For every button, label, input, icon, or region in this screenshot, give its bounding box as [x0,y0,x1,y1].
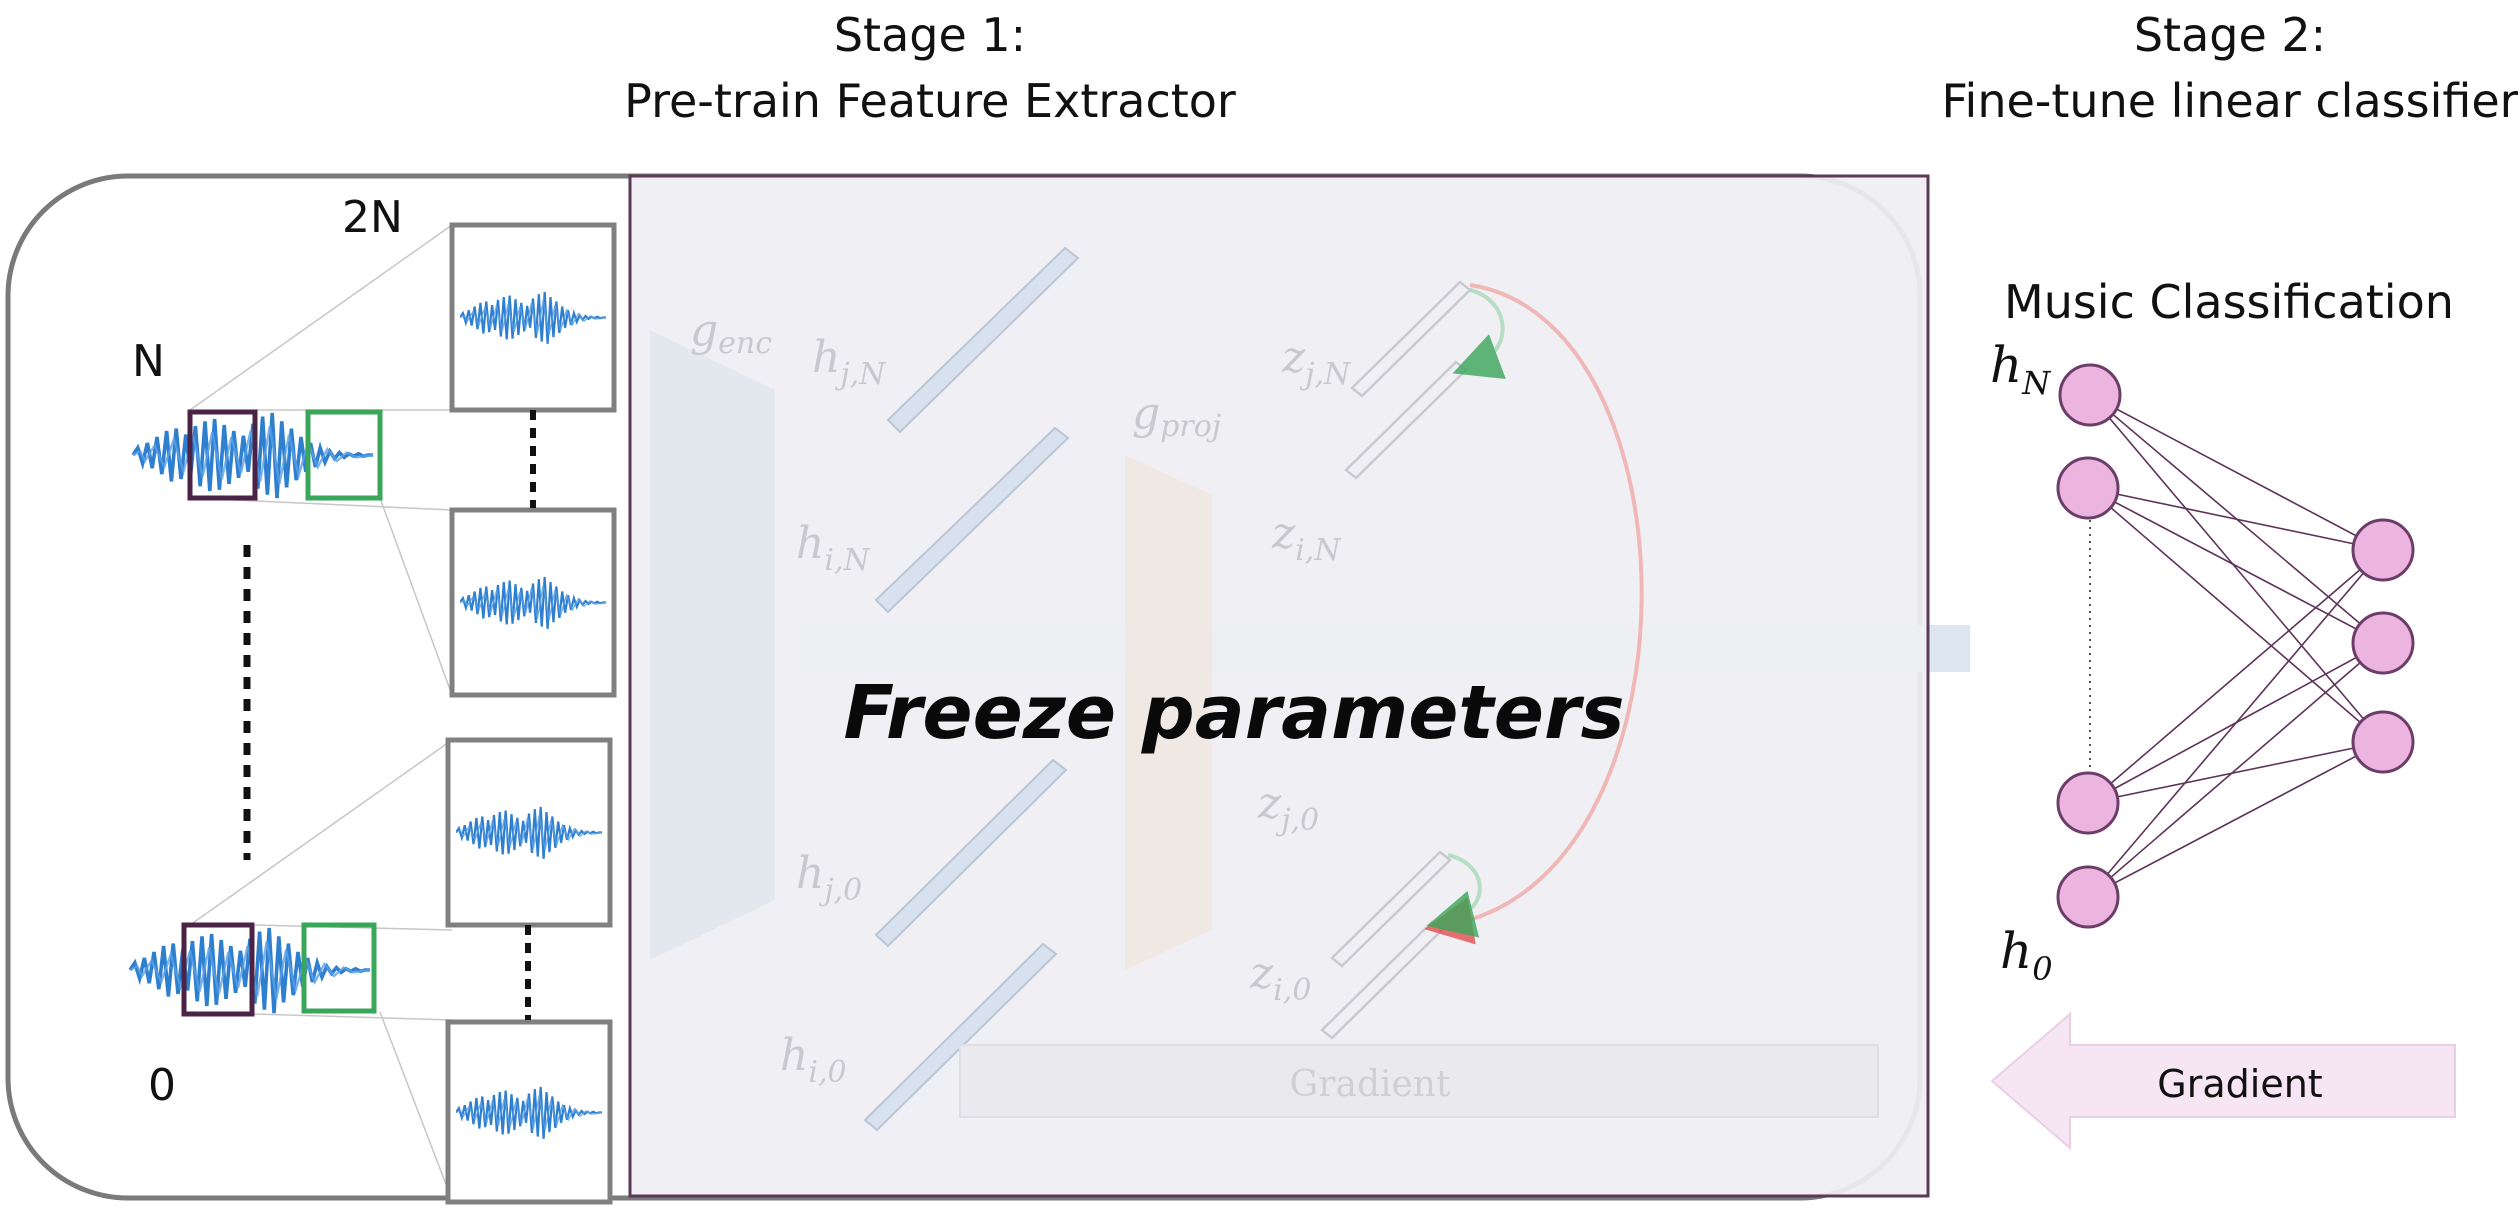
thumbnail-bottom-2 [445,1019,613,1205]
input-node-3 [2056,771,2120,835]
label-h-jN: hj,N [812,332,887,392]
label-z-jN: zj,N [1281,332,1352,392]
label-0: 0 [148,1060,176,1111]
label-z-j0: zj,0 [1257,778,1319,838]
h-feature-bars [863,246,1080,1132]
label-2n: 2N [342,192,403,243]
label-h-0: h0 [2000,922,2053,988]
input-node-4 [2056,865,2120,929]
gradient-label-faded: Gradient [1290,1064,1451,1105]
input-node-2 [2056,456,2120,520]
crop-box-green-0 [301,922,377,1014]
freeze-parameters-text: Freeze parameters [843,670,1624,756]
label-n: N [132,336,165,387]
gradient-label: Gradient [2157,1062,2322,1106]
encoder-block [650,330,775,960]
waveform-n [133,409,383,501]
bar-h-jN [886,246,1080,434]
label-h-i0: hi,0 [780,1030,847,1090]
gradient-band-faded [959,1044,1879,1118]
stage-2-title: Stage 2: Fine-tune linear classifier [1890,2,2518,134]
positive-arc-bottom [1426,853,1482,938]
classifier-panel [1970,262,2466,1112]
contrastive-arc [1424,283,1644,945]
crop-connectors [189,224,453,1201]
crop-box-purple-0 [181,922,255,1017]
stage-2-subtitle: Fine-tune linear classifier [1941,74,2518,128]
freeze-overlay [628,174,1930,1198]
label-g-enc: genc [690,305,772,361]
crop-box-purple-n [187,409,258,501]
input-node-1 [2058,363,2122,427]
thumbnail-top-1 [449,222,617,413]
stage-2-heading: Stage 2: [2133,8,2327,62]
classifier-edges [2087,394,2384,898]
classifier-title: Music Classification [2004,275,2454,329]
output-node-1 [2351,518,2415,582]
bar-h-i0 [863,942,1058,1132]
label-h-iN: hi,N [796,518,871,578]
crop-box-green-n [305,409,383,501]
gradient-arrow [1990,1011,2456,1151]
output-node-3 [2351,710,2415,774]
label-z-i0: zi,0 [1249,948,1311,1008]
label-z-iN: zi,N [1271,508,1342,568]
label-h-j0: hj,0 [796,848,862,908]
output-node-2 [2351,611,2415,675]
stage-1-heading: Stage 1: [833,8,1027,62]
projection-block [1125,455,1212,970]
positive-arc-top [1452,288,1506,380]
thumbnail-bottom-1 [445,737,613,928]
bar-h-iN [874,426,1070,614]
thumbnail-top-2 [449,507,617,698]
stage-1-subtitle: Pre-train Feature Extractor [624,74,1236,128]
waveform-0 [130,922,377,1017]
classifier-nodes [2056,363,2415,929]
stage-1-title: Stage 1: Pre-train Feature Extractor [560,2,1300,134]
bar-h-j0 [874,758,1068,948]
bar-z-j0 [1330,850,1452,968]
label-g-proj: gproj [1132,388,1221,444]
label-h-N: hN [1990,336,2051,402]
